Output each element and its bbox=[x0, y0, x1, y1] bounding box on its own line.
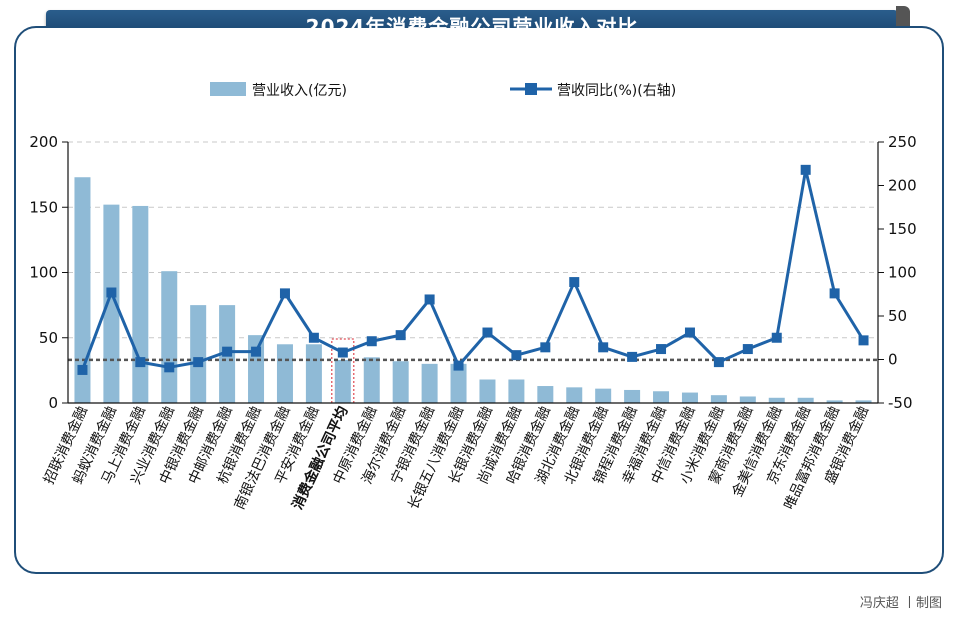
bar bbox=[826, 400, 843, 403]
yoy-marker bbox=[222, 346, 233, 357]
bar bbox=[566, 387, 583, 403]
bar bbox=[363, 357, 380, 403]
bar bbox=[739, 396, 756, 403]
yoy-marker bbox=[77, 364, 88, 375]
legend-line-label: 营收同比(%)(右轴) bbox=[557, 83, 676, 99]
yoy-marker bbox=[800, 164, 811, 175]
left-tick-label: 0 bbox=[48, 394, 58, 412]
yoy-marker bbox=[684, 327, 695, 338]
right-tick-label: 100 bbox=[888, 264, 917, 282]
yoy-marker bbox=[771, 332, 782, 343]
legend-line-marker bbox=[525, 83, 537, 95]
yoy-marker bbox=[279, 288, 290, 299]
yoy-marker bbox=[164, 362, 175, 373]
bar bbox=[190, 305, 207, 403]
bar bbox=[508, 379, 525, 403]
yoy-marker bbox=[395, 330, 406, 341]
bar bbox=[392, 361, 409, 403]
left-tick-label: 50 bbox=[39, 329, 58, 347]
bar bbox=[161, 271, 178, 403]
bar bbox=[653, 391, 670, 403]
line-series bbox=[77, 164, 869, 375]
yoy-marker bbox=[858, 335, 869, 346]
bar bbox=[276, 344, 293, 403]
right-tick-label: 50 bbox=[888, 307, 907, 325]
right-tick-label: 250 bbox=[888, 133, 917, 151]
legend-bar-label: 营业收入(亿元) bbox=[252, 83, 347, 99]
yoy-marker bbox=[511, 350, 522, 361]
yoy-marker bbox=[308, 332, 319, 343]
bar bbox=[450, 363, 467, 403]
banner-curl bbox=[896, 6, 910, 30]
left-tick-label: 200 bbox=[29, 133, 58, 151]
yoy-marker bbox=[337, 347, 348, 358]
yoy-marker bbox=[713, 357, 724, 368]
yoy-marker bbox=[742, 344, 753, 355]
yoy-marker bbox=[829, 288, 840, 299]
bar bbox=[797, 397, 814, 403]
yoy-marker bbox=[598, 342, 609, 353]
legend-bar-swatch bbox=[210, 82, 246, 96]
right-tick-label: 200 bbox=[888, 177, 917, 195]
bar bbox=[103, 204, 120, 403]
yoy-marker bbox=[251, 346, 262, 357]
bar bbox=[855, 400, 872, 403]
yoy-marker bbox=[424, 294, 435, 305]
bar bbox=[421, 363, 438, 403]
bar bbox=[537, 386, 554, 403]
credit-text: 冯庆超 丨制图 bbox=[859, 596, 942, 611]
bar bbox=[681, 392, 698, 403]
bar bbox=[248, 335, 265, 403]
legend: 营业收入(亿元) 营收同比(%)(右轴) bbox=[210, 82, 676, 99]
yoy-marker bbox=[106, 287, 117, 298]
yoy-marker bbox=[135, 357, 146, 368]
bar-series bbox=[74, 177, 872, 404]
yoy-marker bbox=[482, 327, 493, 338]
bar bbox=[710, 395, 727, 403]
left-tick-label: 150 bbox=[29, 198, 58, 216]
yoy-marker bbox=[627, 351, 638, 362]
left-tick-label: 100 bbox=[29, 264, 58, 282]
bar bbox=[132, 205, 149, 403]
grid bbox=[68, 141, 878, 339]
right-tick-label: 150 bbox=[888, 220, 917, 238]
right-tick-label: 0 bbox=[888, 351, 898, 369]
yoy-marker bbox=[656, 344, 667, 355]
yoy-marker bbox=[569, 277, 580, 288]
yoy-marker bbox=[366, 336, 377, 347]
right-tick-label: -50 bbox=[888, 394, 913, 412]
bar bbox=[74, 177, 91, 403]
yoy-marker bbox=[193, 357, 204, 368]
bar bbox=[595, 388, 612, 403]
bar bbox=[334, 359, 351, 403]
yoy-marker bbox=[453, 360, 464, 371]
bar bbox=[768, 397, 785, 403]
bar bbox=[479, 379, 496, 403]
bar bbox=[624, 389, 641, 403]
page-title: 2024年消费金融公司营业收入对比 bbox=[305, 15, 639, 39]
yoy-line bbox=[81, 168, 865, 371]
bar bbox=[305, 344, 322, 403]
yoy-marker bbox=[540, 342, 551, 353]
